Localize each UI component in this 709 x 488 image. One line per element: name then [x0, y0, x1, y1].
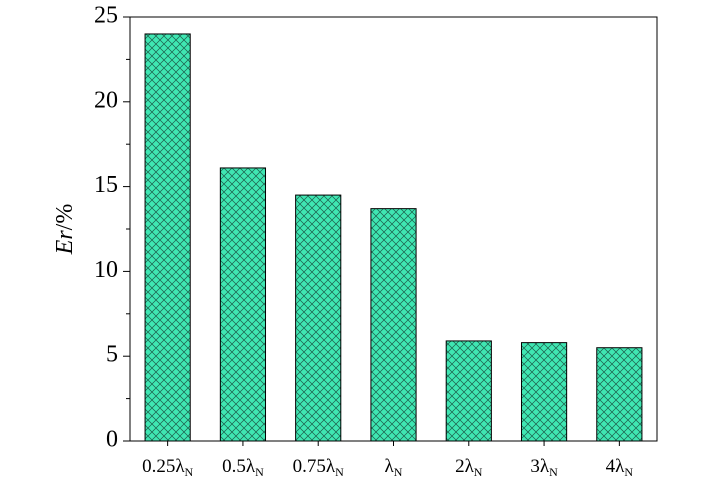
y-tick-label: 20: [94, 87, 118, 113]
y-axis-label: Er/%: [52, 204, 78, 256]
x-tick-label: 2λN: [455, 456, 483, 478]
x-tick-label: 4λN: [606, 456, 634, 478]
y-tick-label: 15: [94, 172, 118, 198]
y-tick-label: 25: [94, 3, 118, 29]
y-tick-label: 0: [106, 427, 118, 453]
x-tick-label: 3λN: [530, 456, 558, 478]
y-tick-label: 5: [106, 342, 118, 368]
bar: [520, 342, 568, 442]
x-tick-label: λN: [385, 456, 403, 478]
x-tick-label: 0.5λN: [222, 456, 264, 478]
bar: [370, 208, 417, 442]
bar: [219, 167, 267, 442]
y-tick-label: 10: [94, 257, 118, 283]
bar: [144, 33, 191, 442]
x-tick-label: 0.75λN: [293, 456, 344, 478]
x-tick-label: 0.25λN: [142, 456, 193, 478]
bar: [295, 194, 342, 442]
plot-frame: [129, 16, 658, 442]
bar: [445, 340, 492, 442]
bar: [596, 347, 643, 442]
